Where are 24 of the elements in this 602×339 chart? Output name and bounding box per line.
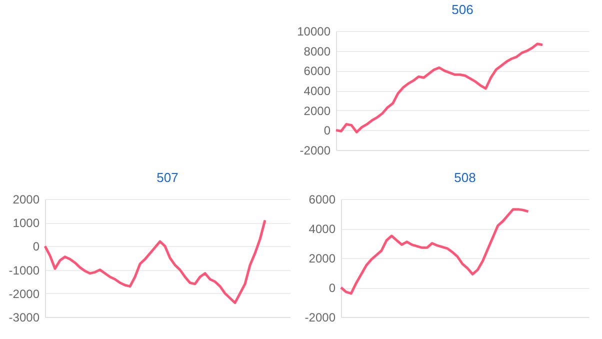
y-tick-label: 6000 [304,64,331,78]
line-series [44,218,266,304]
y-tick-label: 2000 [304,104,331,118]
y-tick-label: 10000 [297,24,331,38]
chart-title: 508 [454,170,476,185]
y-tick-label: 0 [324,124,331,138]
y-tick-label: 2000 [12,192,40,206]
line-series [340,208,530,295]
line-series [334,42,544,134]
y-tick-label: -2000 [8,286,40,301]
y-tick-label: 6000 [308,192,336,206]
y-tick-label: 0 [32,240,40,254]
y-tick-label: -2000 [300,144,331,158]
y-tick-label: 4000 [308,222,336,236]
y-tick-label: -3000 [8,310,40,324]
y-tick-label: 4000 [304,84,331,98]
y-tick-label: -1000 [8,263,40,278]
chart-title: 506 [452,2,474,17]
y-tick-label: 2000 [308,252,336,266]
y-tick-label: 8000 [304,44,331,58]
y-tick-label: 0 [328,281,336,295]
y-tick-label: 1000 [12,216,40,230]
chart-title: 507 [156,170,178,185]
y-tick-label: -2000 [304,310,336,324]
